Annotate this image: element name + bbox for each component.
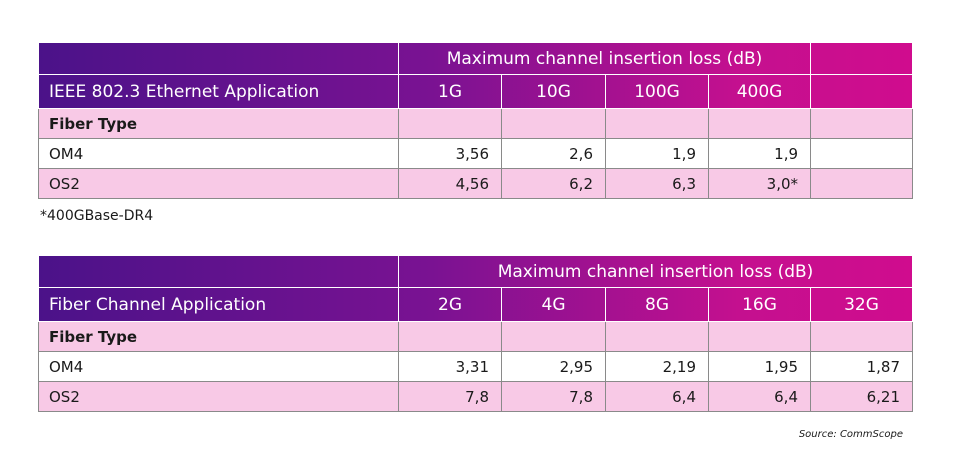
fiber-type-name: OS2: [38, 168, 399, 199]
table-row: OS2 4,56 6,2 6,3 3,0*: [38, 168, 914, 199]
fiber-type-name: OM4: [38, 138, 399, 169]
fiber-type-name: OM4: [38, 351, 399, 382]
loss-value: 1,9: [707, 138, 812, 169]
table-row: OS2 7,8 7,8 6,4 6,4 6,21: [38, 381, 914, 412]
application-name: IEEE 802.3 Ethernet Application: [38, 74, 399, 109]
speed-header: 100G: [605, 74, 709, 109]
loss-value: 3,56: [398, 138, 502, 169]
fiber-channel-insertion-loss-table: Maximum channel insertion loss (dB) Fibe…: [38, 255, 914, 412]
loss-value: 6,21: [809, 381, 914, 412]
source-credit: Source: CommScope: [798, 429, 903, 440]
loss-value: 1,9: [605, 138, 709, 169]
loss-value: [810, 168, 914, 199]
speed-header: [810, 74, 914, 109]
fiber-type-name: OS2: [38, 381, 399, 412]
fiber-type-label: Fiber Type: [38, 108, 399, 139]
loss-value: 1,95: [708, 351, 811, 382]
loss-value: 3,31: [398, 351, 502, 382]
fiber-type-label: Fiber Type: [38, 321, 399, 352]
loss-value: 6,3: [605, 168, 709, 199]
table-row: OM4 3,31 2,95 2,19 1,95 1,87: [38, 351, 914, 382]
speed-header: 8G: [605, 287, 709, 322]
fiber-type-row: Fiber Type: [38, 108, 914, 139]
speed-header: 16G: [708, 287, 811, 322]
loss-value: 2,6: [501, 138, 606, 169]
loss-value: 6,2: [501, 168, 606, 199]
footnote: *400GBase-DR4: [40, 208, 154, 224]
speed-header: 1G: [398, 74, 502, 109]
loss-value: 3,0*: [707, 168, 812, 199]
loss-value: 2,19: [605, 351, 709, 382]
speed-header: 10G: [501, 74, 606, 109]
fiber-type-row: Fiber Type: [38, 321, 914, 352]
loss-value: 4,56: [398, 168, 502, 199]
loss-value: 7,8: [501, 381, 606, 412]
loss-value: 6,4: [708, 381, 811, 412]
table-caption: Maximum channel insertion loss (dB): [397, 255, 914, 288]
loss-value: 7,8: [398, 381, 502, 412]
speed-header: 32G: [809, 287, 914, 322]
speed-header: 400G: [707, 74, 812, 109]
application-name: Fiber Channel Application: [38, 287, 399, 322]
ethernet-insertion-loss-table: Maximum channel insertion loss (dB) IEEE…: [38, 42, 914, 199]
speed-header: 4G: [501, 287, 606, 322]
table-caption: Maximum channel insertion loss (dB): [397, 42, 812, 75]
speed-header: 2G: [398, 287, 502, 322]
loss-value: 1,87: [809, 351, 914, 382]
table-row: OM4 3,56 2,6 1,9 1,9: [38, 138, 914, 169]
loss-value: [810, 138, 914, 169]
loss-value: 6,4: [605, 381, 709, 412]
loss-value: 2,95: [501, 351, 606, 382]
